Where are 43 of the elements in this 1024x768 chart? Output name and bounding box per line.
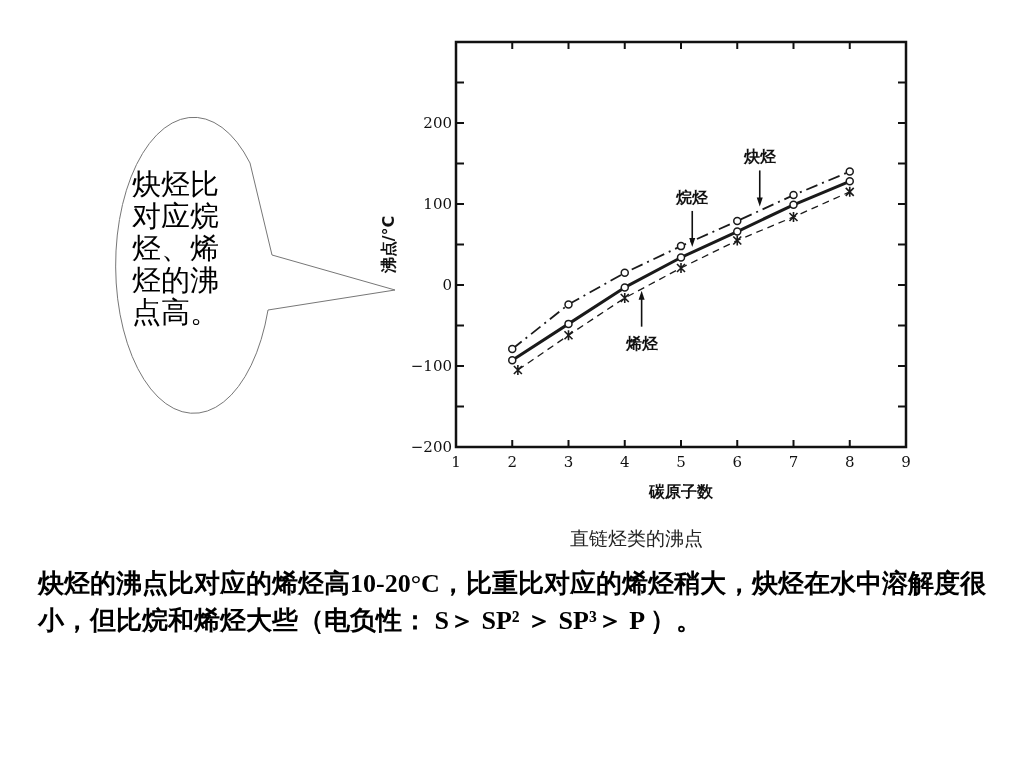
text: 炔烃的沸点比对应的烯烃高10-20°C，比重比对应的烯烃稍大，炔烃在水中溶解度很小，但比烷和烯烃大些（电负性： S＞ SP² ＞ SP³＞ P ）。 <box>38 568 987 637</box>
point <box>788 211 799 223</box>
point <box>733 227 742 236</box>
point <box>844 186 855 198</box>
point <box>508 344 517 354</box>
annotation: 烯烃 <box>624 333 658 353</box>
y-tick-label: −200 <box>410 438 452 456</box>
point <box>563 329 574 342</box>
point <box>789 200 798 210</box>
annotation: 烷烃 <box>675 187 709 207</box>
text: 直链烃类的沸点 <box>569 527 703 549</box>
x-tick-label: 9 <box>901 453 911 471</box>
point <box>619 292 630 304</box>
point <box>732 234 743 247</box>
x-axis-title: 碳原子数 <box>648 482 714 501</box>
y-tick-label: 0 <box>442 276 452 294</box>
point <box>620 283 629 292</box>
point <box>564 300 573 309</box>
point <box>676 262 686 274</box>
text: 炔烃比对应烷烃、烯烃的沸点高。 <box>132 167 219 329</box>
y-tick-label: 200 <box>423 114 452 132</box>
x-tick-label: 7 <box>788 453 799 471</box>
x-tick-label: 1 <box>451 453 461 471</box>
point <box>845 177 854 186</box>
point <box>676 241 686 251</box>
point <box>733 216 742 226</box>
x-tick-label: 8 <box>844 453 855 471</box>
point <box>620 268 629 278</box>
point <box>845 167 854 176</box>
annotation: 炔烃 <box>742 147 776 167</box>
point <box>508 356 517 365</box>
x-tick-label: 5 <box>676 453 686 471</box>
y-axis-title: 沸点/°C <box>379 215 398 275</box>
x-tick-label: 6 <box>732 453 743 471</box>
x-tick-label: 4 <box>619 453 630 471</box>
y-tick-label: −100 <box>410 357 452 375</box>
point <box>513 364 523 376</box>
y-tick-label: 100 <box>423 195 452 213</box>
point <box>676 253 686 262</box>
point <box>789 190 798 200</box>
x-tick-label: 3 <box>563 453 574 471</box>
x-tick-label: 2 <box>507 453 518 471</box>
point <box>564 319 573 329</box>
